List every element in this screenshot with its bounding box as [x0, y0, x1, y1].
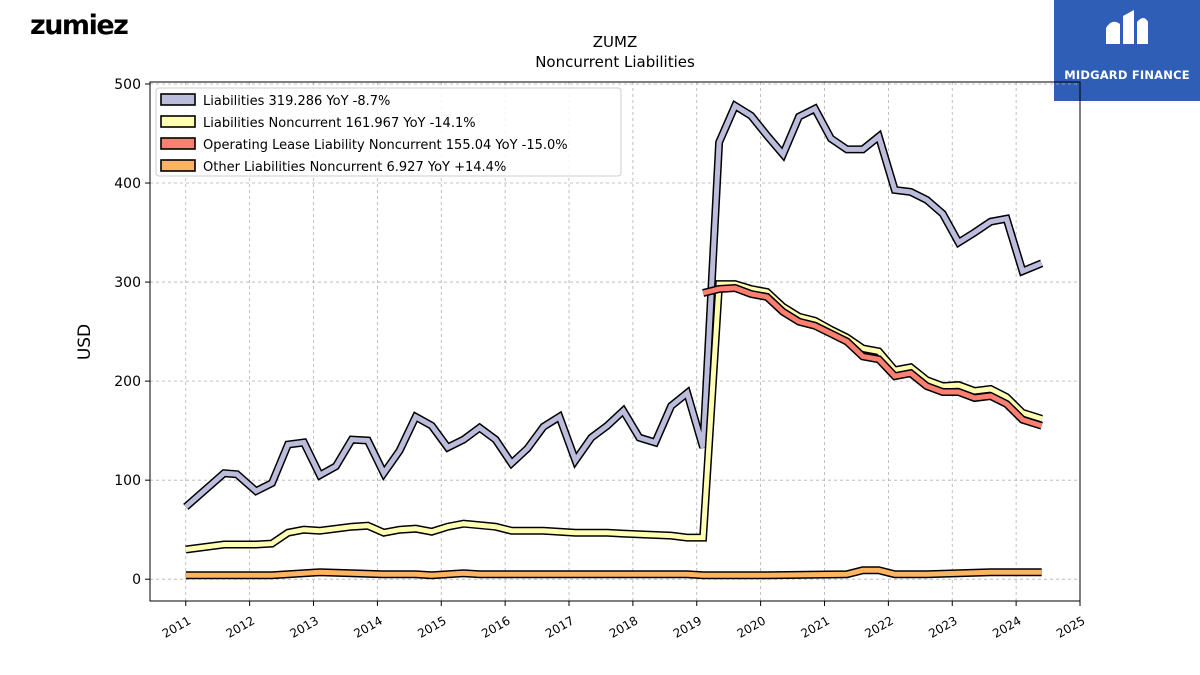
legend-label: Other Liabilities Noncurrent 6.927 YoY +…	[203, 160, 506, 175]
legend-swatch	[160, 137, 196, 150]
y-tick-label: 100	[114, 473, 141, 489]
y-axis-label: USD	[75, 324, 95, 360]
series-1	[183, 99, 1044, 510]
series-line	[185, 281, 1043, 552]
x-tick-label: 2025	[1054, 613, 1087, 640]
legend-label: Liabilities 319.286 YoY -8.7%	[203, 94, 390, 109]
x-tick-label: 2011	[160, 613, 193, 640]
x-tick-label: 2014	[351, 613, 384, 640]
y-tick-label: 400	[114, 176, 141, 192]
x-tick-label: 2021	[799, 613, 832, 640]
x-tick-label: 2013	[288, 613, 321, 640]
x-tick-label: 2022	[862, 613, 895, 640]
midgard-logo-icon	[1106, 10, 1148, 44]
chart-title: ZUMZ	[593, 33, 637, 51]
y-tick-label: 0	[132, 572, 141, 588]
chart-subtitle: Noncurrent Liabilities	[535, 53, 695, 71]
x-tick-label: 2023	[926, 613, 959, 640]
y-tick-label: 500	[114, 77, 141, 93]
series-line	[184, 102, 1043, 509]
legend: Liabilities 319.286 YoY -8.7% Liabilities…	[155, 87, 622, 177]
series-line	[702, 285, 1043, 429]
x-tick-label: 2017	[543, 613, 576, 640]
x-tick-label: 2018	[607, 613, 640, 640]
x-tick-label: 2020	[735, 613, 768, 640]
series-line	[185, 567, 1042, 578]
x-tick-label: 2019	[671, 613, 704, 640]
legend-label: Operating Lease Liability Noncurrent 155…	[203, 138, 568, 153]
plot-frame	[149, 81, 1081, 602]
series-2	[185, 280, 1043, 554]
series-3	[702, 283, 1043, 430]
legend-swatch	[160, 159, 196, 172]
legend-swatch	[160, 93, 196, 106]
midgard-finance-logo: MIDGARD FINANCE	[1054, 0, 1200, 101]
zumiez-logo: zumiez	[30, 10, 129, 41]
legend-label: Liabilities Noncurrent 161.967 YoY -14.1…	[203, 116, 476, 131]
midgard-logo-text: MIDGARD FINANCE	[1064, 68, 1190, 82]
series-lines	[183, 99, 1044, 580]
x-tick-label: 2012	[224, 613, 257, 640]
y-tick-label: 200	[114, 374, 141, 390]
x-tick-label: 2016	[479, 613, 512, 640]
x-tick-label: 2015	[415, 613, 448, 640]
legend-swatch	[160, 115, 196, 128]
y-tick-label: 300	[114, 275, 141, 291]
series-4	[185, 566, 1042, 580]
legend-box	[155, 87, 622, 177]
x-tick-label: 2024	[990, 613, 1023, 640]
